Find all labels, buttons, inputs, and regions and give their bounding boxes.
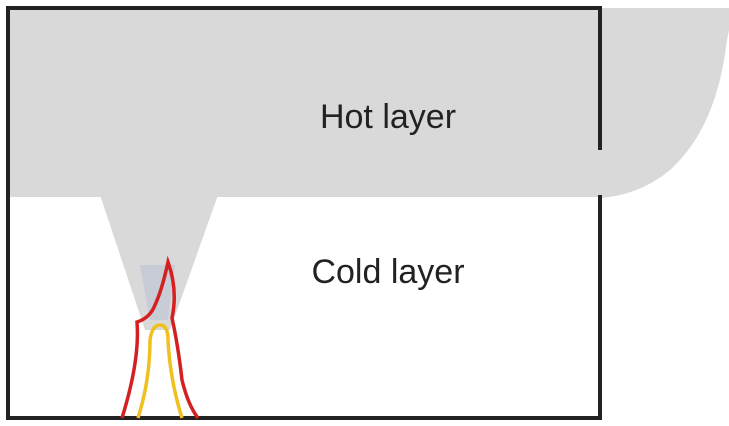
cold-layer-label: Cold layer [311,253,464,291]
page: Hot layer Cold layer (() => { const data… [0,0,729,426]
hot-layer-label: Hot layer [320,98,456,136]
diagram: Hot layer Cold layer [0,0,729,426]
